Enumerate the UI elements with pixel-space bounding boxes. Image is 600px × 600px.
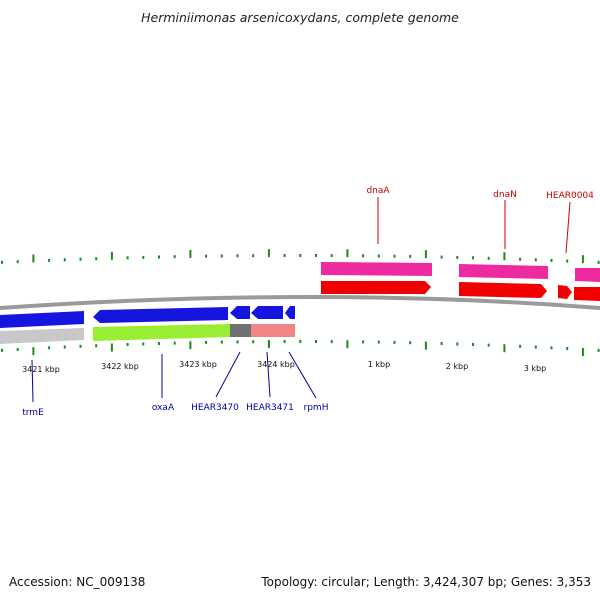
tick-label: 3421 kbp	[22, 365, 60, 374]
tick-label: 3 kbp	[524, 364, 546, 373]
tick-labels: 3421 kbp 3422 kbp 3423 kbp 3424 kbp 1 kb…	[22, 360, 546, 374]
dnaA-cds-bar[interactable]	[321, 262, 432, 276]
HEAR3471-label[interactable]: HEAR3471	[246, 403, 294, 413]
dnaN-label[interactable]: dnaN	[493, 190, 517, 200]
dnaA-gene-arrow[interactable]	[321, 281, 431, 294]
tick-label: 3422 kbp	[101, 362, 139, 371]
dark-grey-feature-bar[interactable]	[230, 324, 251, 337]
trmE-gene-arrow[interactable]	[0, 311, 84, 328]
accession-text: Accession: NC_009138	[9, 575, 146, 589]
forward-gene-labels: dnaA dnaN HEAR0004	[366, 186, 594, 254]
trmE-label[interactable]: trmE	[22, 408, 44, 418]
HEAR3470-label[interactable]: HEAR3470	[191, 403, 239, 413]
forward-genes	[321, 281, 600, 301]
HEAR3470-gene-arrow[interactable]	[230, 306, 250, 319]
HEAR3471-gene-arrow[interactable]	[251, 306, 283, 319]
HEAR0004-gene-arrow[interactable]	[558, 285, 572, 299]
dnaA-label[interactable]: dnaA	[366, 186, 390, 196]
rpmH-gene-arrow[interactable]	[285, 306, 295, 319]
tick-label: 1 kbp	[368, 360, 390, 369]
forward-cds-track	[321, 262, 600, 282]
dnaN-gene-arrow[interactable]	[459, 282, 547, 298]
oxaA-gene-arrow[interactable]	[93, 307, 228, 323]
pink-feature-bar[interactable]	[251, 324, 295, 337]
next-forward-gene-arrow[interactable]	[574, 287, 600, 301]
map-title: Herminiimonas arsenicoxydans, complete g…	[141, 10, 459, 25]
reverse-genes	[0, 306, 295, 328]
genome-summary-text: Topology: circular; Length: 3,424,307 bp…	[261, 575, 591, 589]
oxaA-label[interactable]: oxaA	[152, 403, 175, 413]
tick-label: 3424 kbp	[257, 360, 295, 369]
rpmH-label[interactable]: rpmH	[304, 403, 329, 413]
genome-backbone	[0, 295, 600, 310]
outer-tick-marks	[1, 249, 600, 264]
reverse-feature-track	[0, 324, 295, 344]
grey-feature-bar[interactable]	[0, 328, 84, 344]
green-feature-bar[interactable]	[93, 324, 230, 341]
dnaN-cds-bar[interactable]	[459, 264, 548, 279]
reverse-gene-labels: trmE oxaA HEAR3470 HEAR3471 rpmH	[22, 351, 329, 418]
tick-label: 2 kbp	[446, 362, 468, 371]
HEAR0004-cds-bar[interactable]	[575, 268, 600, 282]
HEAR0004-label[interactable]: HEAR0004	[546, 191, 594, 201]
tick-label: 3423 kbp	[179, 360, 217, 369]
inner-tick-marks	[1, 340, 600, 356]
